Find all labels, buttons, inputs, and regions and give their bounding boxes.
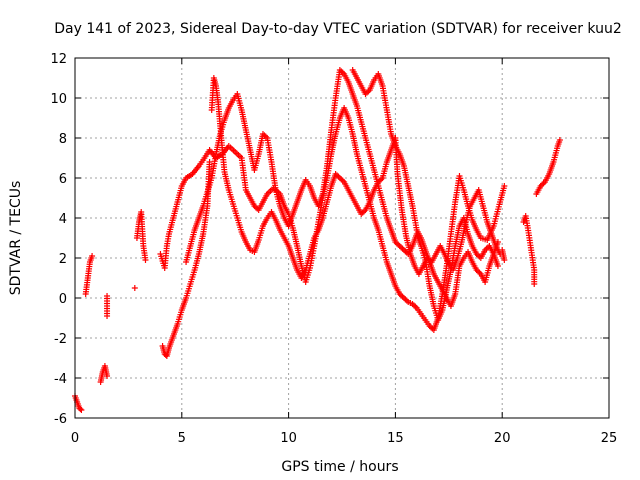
data-points — [72, 67, 563, 413]
y-tick-label: 12 — [50, 52, 67, 67]
y-tick-label: 0 — [59, 292, 67, 307]
data-point — [494, 263, 501, 269]
x-tick-label: 20 — [494, 431, 511, 446]
data-point — [206, 159, 213, 165]
x-axis-label: GPS time / hours — [281, 459, 398, 475]
x-tick-label: 15 — [387, 431, 404, 446]
y-tick-label: -4 — [54, 372, 67, 387]
data-point — [104, 293, 111, 299]
data-point — [556, 137, 563, 143]
data-point — [78, 407, 85, 413]
y-tick-label: 8 — [59, 132, 67, 147]
data-point — [501, 257, 508, 263]
y-axis-label: SDTVAR / TECUs — [8, 181, 24, 296]
data-point — [531, 281, 538, 287]
y-tick-label: -2 — [54, 332, 67, 347]
y-tick-label: 10 — [50, 92, 67, 107]
y-tick-label: -6 — [54, 412, 67, 427]
data-point — [494, 239, 501, 245]
x-tick-label: 5 — [178, 431, 186, 446]
y-tick-label: 4 — [59, 212, 67, 227]
grid-lines — [75, 58, 609, 418]
y-tick-label: 6 — [59, 172, 67, 187]
data-point — [89, 253, 96, 259]
data-point — [501, 183, 508, 189]
data-point — [497, 251, 504, 257]
data-point — [142, 257, 149, 263]
chart-title: Day 141 of 2023, Sidereal Day-to-day VTE… — [54, 21, 622, 37]
x-tick-label: 0 — [71, 431, 79, 446]
data-point — [77, 406, 84, 412]
y-tick-label: 2 — [59, 252, 67, 267]
x-tick-label: 10 — [280, 431, 297, 446]
data-point — [131, 285, 138, 291]
data-point — [104, 373, 111, 379]
plot-frame — [74, 57, 610, 419]
axis-ticks: 0 5 10 15 20 25 -6 -4 -2 0 2 4 6 8 10 12 — [50, 52, 617, 446]
x-tick-label: 25 — [601, 431, 618, 446]
